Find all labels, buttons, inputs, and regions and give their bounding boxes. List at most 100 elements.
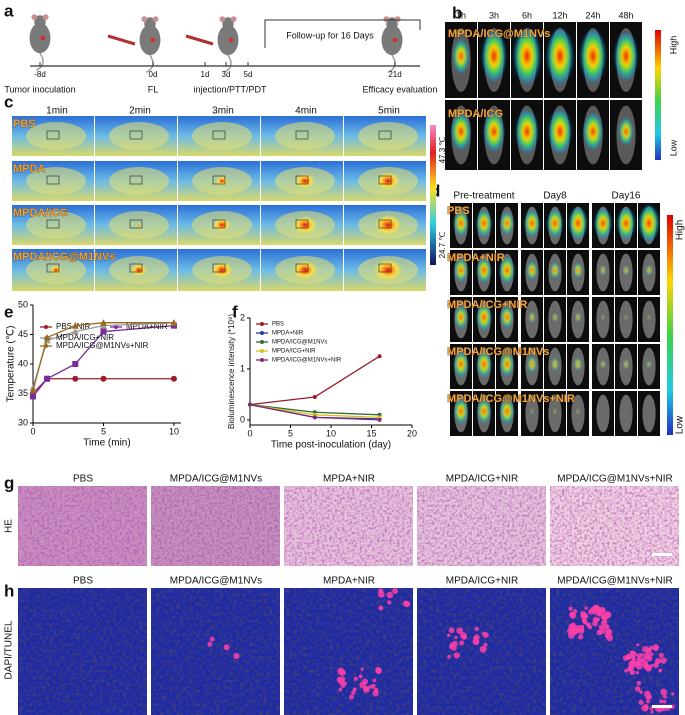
signal (454, 398, 468, 424)
mouse-body (139, 24, 161, 56)
tunel-signal (472, 638, 480, 646)
tunel-signal (342, 681, 348, 686)
signal (529, 311, 535, 323)
group-label: MPDA/ICG+NIR (447, 299, 527, 311)
group-label: MPDA/ICG@M1NVs+NIR (447, 393, 575, 405)
signal (552, 313, 558, 322)
tunel-signal (624, 668, 628, 673)
day-label: 0d (149, 70, 158, 79)
roi-box (46, 175, 60, 185)
legend-label: MPDA/ICG+NIR (56, 333, 114, 342)
tunel-signal (386, 591, 394, 599)
tunel-signal (658, 668, 663, 672)
tunel-signal (632, 657, 636, 662)
tunel-signal (223, 644, 230, 651)
tunel-signal (456, 627, 464, 635)
legend-marker (114, 325, 118, 329)
signal (648, 410, 650, 413)
mouse-head (386, 17, 398, 31)
tunel-signal (352, 687, 357, 692)
tunel-signal (378, 605, 384, 611)
panel-letter: a (4, 1, 14, 20)
scale-low: Low (668, 139, 678, 156)
signal (647, 314, 651, 320)
group-label: MPDA/ICG@M1NVs+NIR (557, 576, 672, 587)
tunel-signal (392, 588, 399, 594)
signal (477, 257, 491, 283)
signal (524, 209, 540, 237)
scale-high: High (668, 36, 678, 55)
tunel-signal (645, 699, 650, 704)
tunel-signal (648, 645, 654, 650)
tunel-signal (636, 680, 642, 686)
tunel-signal (607, 629, 613, 635)
scale-bar (652, 553, 672, 556)
mouse-head (222, 17, 234, 31)
group-label: MPDA+NIR (447, 252, 505, 264)
step-label: Follow-up for 16 Days (286, 30, 374, 40)
time-label: 1min (46, 106, 68, 117)
time-label: 48h (618, 10, 633, 20)
signal (481, 30, 507, 83)
mouse-thermal (26, 122, 86, 150)
roi-box (295, 219, 309, 229)
group-label: MPDA/ICG@M1NVs (447, 346, 549, 358)
stain-label: HE (4, 519, 15, 533)
legend-marker (260, 358, 264, 362)
panel-letter: b (452, 3, 462, 22)
tunel-signal (639, 653, 644, 658)
roi-box (129, 175, 143, 185)
step-label: injection/PTT/PDT (193, 84, 267, 94)
tunel-signal (454, 635, 458, 640)
mouse-thermal (26, 167, 86, 195)
time-label: Pre-treatment (453, 191, 514, 202)
marker (71, 322, 79, 329)
mouse-head (34, 15, 46, 29)
tunel-signal (404, 600, 411, 608)
tunel-signal (649, 652, 654, 657)
day-label: -8d (34, 70, 46, 79)
scale-high: High (675, 220, 685, 241)
day-label: 5d (244, 70, 253, 79)
marker (44, 375, 51, 382)
tunel-signal (459, 640, 465, 646)
marker (71, 328, 79, 335)
signal (527, 261, 537, 280)
x-axis-label: Time (min) (83, 438, 130, 449)
day-label: 3d (222, 70, 231, 79)
signal (576, 408, 580, 414)
legend-label: MPDA/ICG@M1NVs+NIR (272, 358, 342, 364)
x-tick-label: 5 (101, 426, 106, 436)
mouse-body (381, 24, 403, 56)
time-label: 6h (522, 10, 532, 20)
roi-box (295, 130, 309, 140)
tunel-signal (358, 674, 363, 679)
tunel-signal (387, 600, 392, 605)
time-label: Day8 (543, 191, 567, 202)
tunel-signal (353, 676, 358, 681)
time-label: 5min (378, 106, 400, 117)
mouse-tail (35, 52, 44, 71)
time-label: 3min (212, 106, 234, 117)
tunel-signal (453, 652, 461, 659)
time-label: 1h (456, 10, 466, 20)
mouse-ear (230, 16, 237, 22)
signal (614, 31, 638, 81)
signal (454, 305, 468, 329)
time-label: 24h (585, 10, 600, 20)
tunel-signal (573, 609, 578, 614)
tunel-signal (592, 620, 598, 627)
tunel-signal (641, 660, 649, 667)
tunel-signal (627, 664, 634, 671)
signal (476, 303, 492, 331)
legend-marker (260, 331, 264, 335)
marker (29, 387, 37, 394)
y-tick-label: 30 (18, 417, 28, 427)
group-label: MPDA+NIR (323, 576, 375, 587)
signal (646, 265, 652, 276)
mouse-body (29, 22, 51, 54)
signal (500, 352, 514, 376)
tunel-signal (635, 671, 640, 675)
roi-box (295, 263, 309, 273)
mouse-icon (217, 16, 239, 73)
